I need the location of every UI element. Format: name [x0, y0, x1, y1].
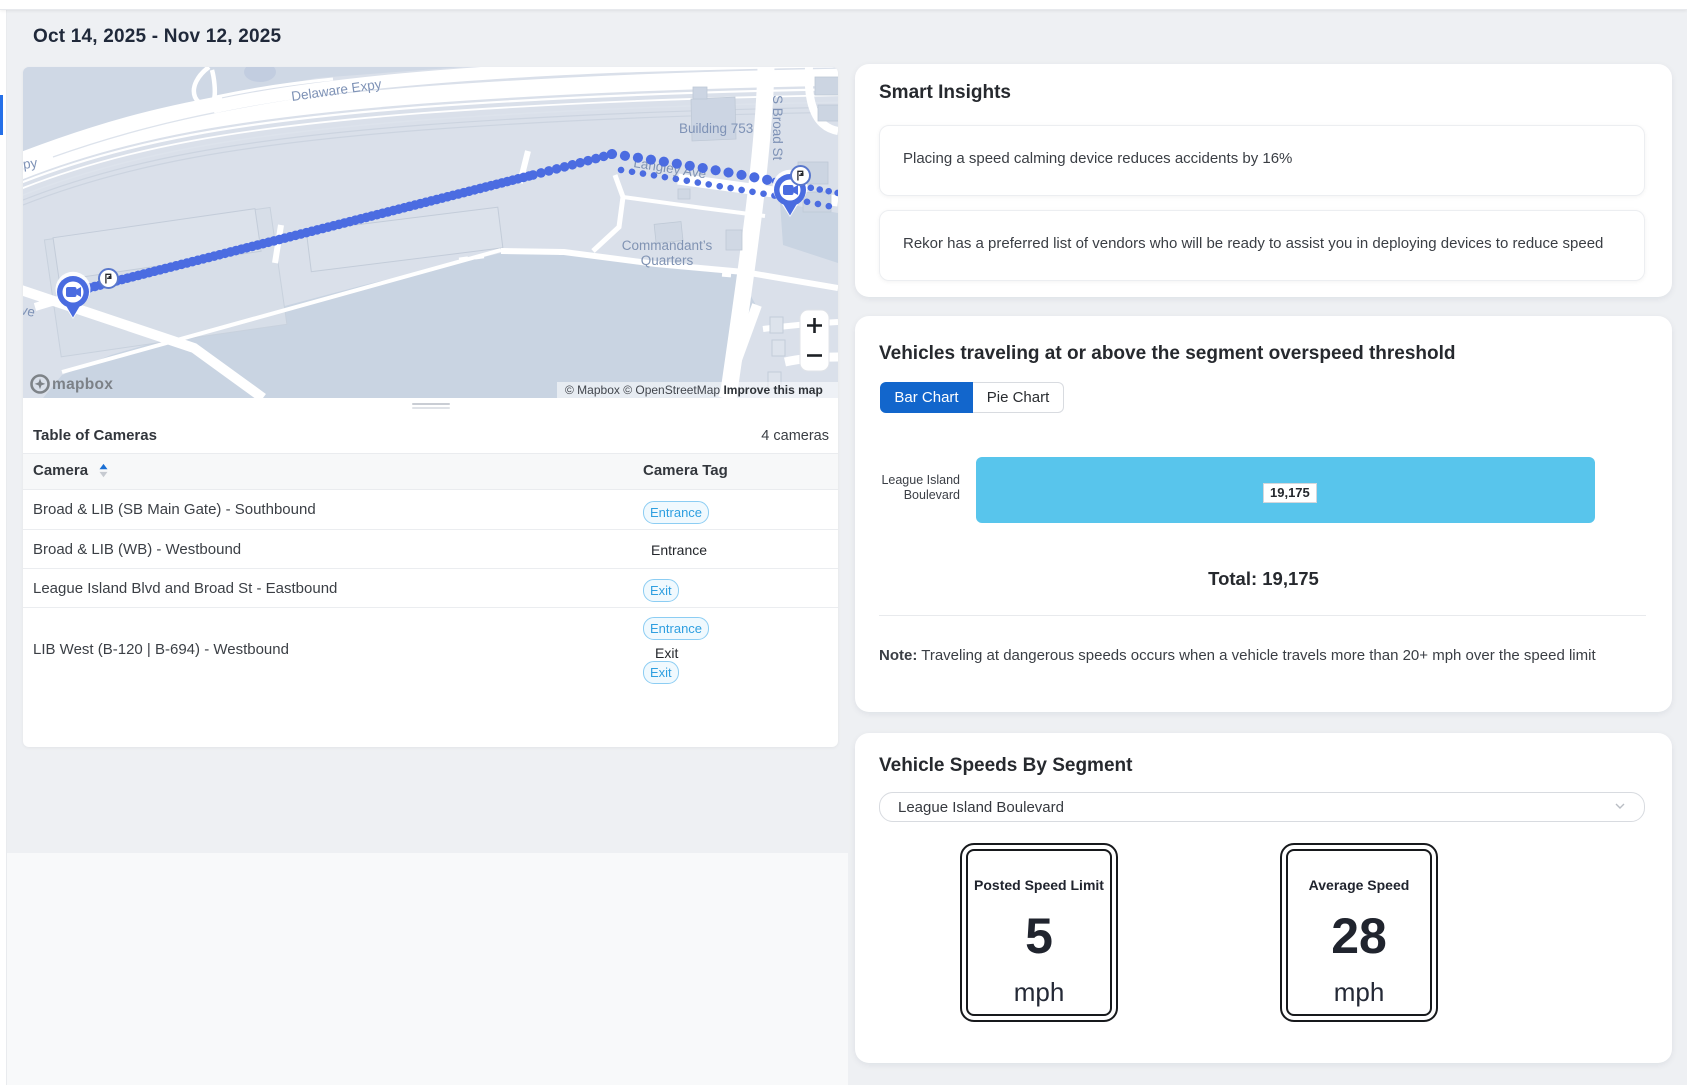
svg-text:ve: ve [23, 302, 36, 320]
svg-text:Building 753: Building 753 [679, 121, 753, 136]
svg-text:© Mapbox © OpenStreetMap Impro: © Mapbox © OpenStreetMap Improve this ma… [565, 383, 823, 397]
svg-text:xpy: xpy [23, 155, 38, 173]
svg-text:Quarters: Quarters [641, 253, 694, 268]
svg-text:Commandant’s: Commandant’s [622, 238, 713, 253]
svg-text:mapbox: mapbox [52, 376, 113, 393]
svg-text:S Broad St: S Broad St [770, 95, 785, 161]
